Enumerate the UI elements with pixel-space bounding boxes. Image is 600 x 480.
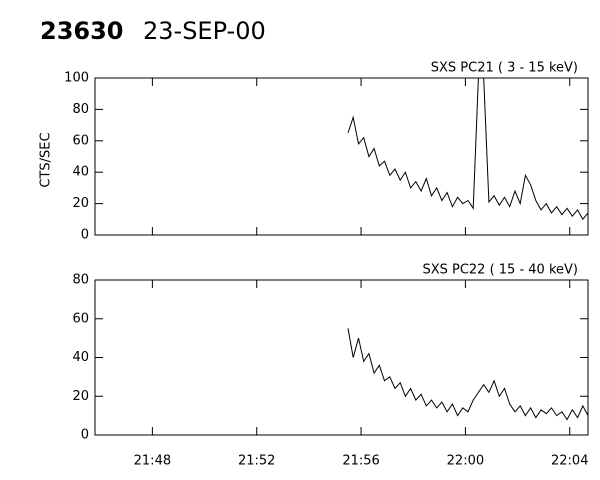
y-tick-label: 40 — [72, 350, 89, 365]
chart-title: 23630 — [40, 17, 124, 45]
y-tick-label: 40 — [72, 165, 89, 180]
y-tick-label: 60 — [72, 311, 89, 326]
plot-frame — [94, 77, 589, 236]
x-tick-label: 21:48 — [134, 454, 171, 469]
y-tick-label: 80 — [72, 273, 89, 288]
y-tick-label: 100 — [64, 71, 89, 86]
x-tick-label: 22:00 — [447, 454, 484, 469]
y-axis-label: CTS/SEC — [39, 132, 54, 187]
data-line — [347, 328, 588, 421]
x-tick-label: 21:56 — [342, 454, 379, 469]
data-line — [347, 78, 588, 221]
x-tick-label: 22:04 — [551, 454, 588, 469]
chart-subtitle: 23-SEP-00 — [143, 17, 266, 45]
y-tick-label: 20 — [72, 389, 89, 404]
y-tick-label: 60 — [72, 133, 89, 148]
y-tick-label: 80 — [72, 102, 89, 117]
x-tick-label: 21:52 — [238, 454, 275, 469]
plot-frame — [94, 279, 589, 436]
y-tick-label: 20 — [72, 196, 89, 211]
y-tick-label: 0 — [81, 228, 89, 243]
y-tick-label: 0 — [81, 428, 89, 443]
legend-label: SXS PC21 ( 3 - 15 keV) — [431, 61, 578, 76]
legend-label: SXS PC22 ( 15 - 40 keV) — [422, 263, 578, 278]
